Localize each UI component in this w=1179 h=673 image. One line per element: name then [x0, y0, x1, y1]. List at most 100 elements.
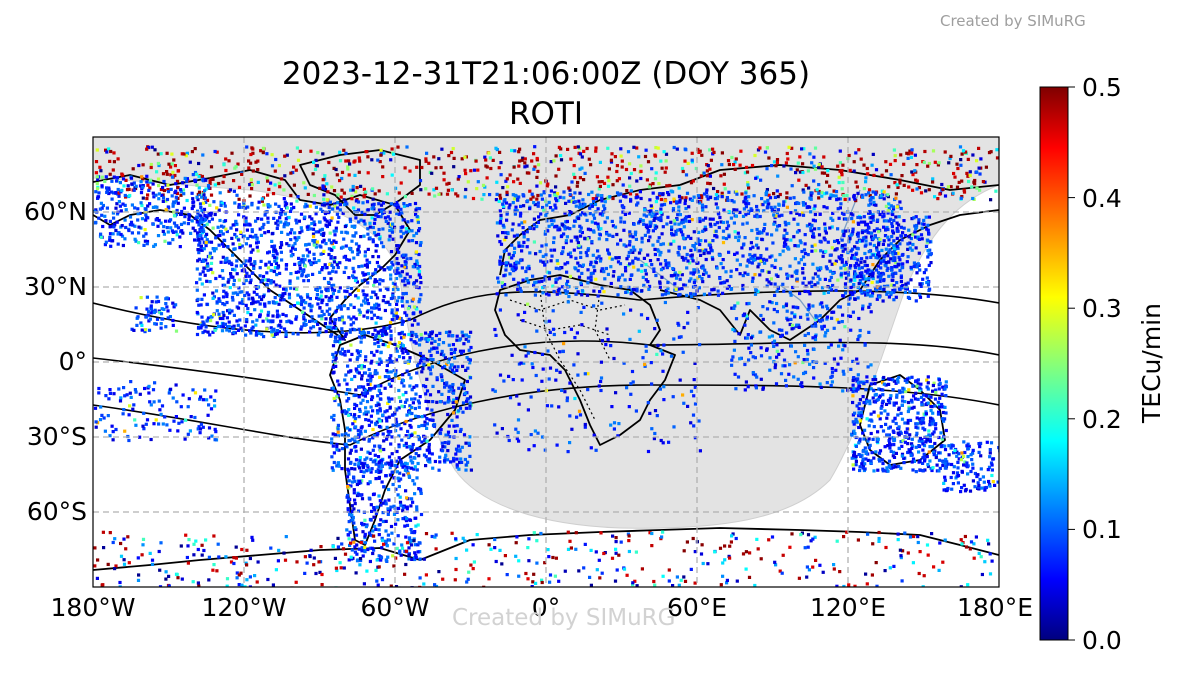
- roti-point: [417, 273, 421, 277]
- roti-point: [823, 226, 827, 230]
- roti-point: [356, 351, 360, 355]
- roti-point: [405, 496, 409, 500]
- roti-point: [611, 196, 615, 201]
- roti-point: [809, 210, 813, 214]
- roti-point: [286, 232, 290, 236]
- roti-point: [374, 233, 378, 237]
- roti-point: [941, 187, 945, 192]
- roti-point: [789, 211, 793, 215]
- roti-point: [642, 256, 646, 260]
- roti-point: [403, 422, 407, 426]
- roti-point: [708, 148, 712, 152]
- roti-point: [334, 229, 338, 233]
- roti-point: [708, 292, 712, 296]
- roti-point: [309, 309, 313, 313]
- roti-point: [327, 252, 331, 257]
- roti-point: [330, 415, 334, 419]
- roti-point: [332, 202, 337, 206]
- roti-point: [416, 220, 420, 224]
- roti-point: [342, 409, 346, 413]
- roti-point: [605, 238, 609, 242]
- roti-point: [788, 291, 792, 295]
- roti-point: [307, 259, 311, 263]
- roti-point: [619, 192, 623, 196]
- roti-point: [498, 196, 503, 200]
- roti-point: [190, 219, 194, 223]
- roti-point: [340, 188, 344, 192]
- roti-point: [250, 228, 254, 232]
- roti-point: [345, 426, 350, 430]
- roti-point: [439, 373, 443, 377]
- roti-point: [226, 309, 230, 313]
- roti-point: [964, 150, 968, 154]
- roti-point: [388, 406, 392, 410]
- roti-point: [767, 193, 771, 197]
- roti-point: [832, 189, 836, 193]
- roti-point: [362, 391, 366, 395]
- roti-point: [136, 218, 140, 222]
- roti-point: [293, 231, 297, 235]
- roti-point: [431, 384, 435, 388]
- roti-point: [282, 225, 286, 229]
- roti-point: [667, 193, 671, 197]
- roti-point: [200, 220, 204, 224]
- roti-point: [109, 149, 113, 154]
- roti-point: [346, 307, 350, 311]
- roti-point: [207, 211, 211, 216]
- roti-point: [252, 264, 256, 268]
- roti-point: [523, 157, 527, 161]
- roti-point: [617, 278, 621, 282]
- roti-point: [795, 271, 799, 275]
- roti-point: [340, 433, 344, 437]
- roti-point: [391, 288, 396, 292]
- roti-point: [833, 248, 837, 252]
- roti-point: [395, 212, 399, 216]
- roti-point: [216, 324, 220, 329]
- roti-point: [130, 203, 134, 207]
- roti-point: [329, 219, 333, 223]
- roti-point: [965, 171, 969, 175]
- roti-point: [643, 154, 648, 159]
- roti-point: [397, 395, 401, 400]
- roti-point: [339, 195, 343, 199]
- roti-point: [269, 279, 273, 283]
- roti-point: [146, 193, 150, 197]
- roti-point: [225, 316, 229, 320]
- roti-point: [352, 475, 356, 479]
- roti-point: [423, 438, 427, 443]
- roti-point: [892, 284, 896, 288]
- roti-point: [323, 322, 327, 326]
- roti-point: [202, 259, 206, 263]
- roti-point: [765, 167, 769, 171]
- roti-point: [522, 240, 526, 244]
- roti-point: [306, 227, 310, 231]
- roti-point: [870, 291, 875, 295]
- roti-point: [258, 227, 262, 231]
- roti-point: [896, 185, 900, 189]
- roti-point: [200, 315, 204, 319]
- roti-point: [115, 202, 119, 206]
- roti-point: [521, 193, 525, 197]
- roti-point: [383, 343, 387, 347]
- roti-point: [413, 431, 417, 435]
- roti-point: [105, 189, 109, 193]
- roti-point: [580, 155, 584, 159]
- roti-point: [253, 260, 257, 264]
- roti-point: [857, 282, 861, 286]
- roti-point: [370, 350, 374, 355]
- roti-point: [397, 376, 401, 380]
- roti-point: [237, 278, 241, 282]
- roti-point: [574, 256, 578, 260]
- roti-point: [297, 261, 301, 265]
- roti-point: [457, 338, 462, 342]
- roti-point: [117, 191, 121, 195]
- roti-point: [376, 214, 380, 219]
- roti-point: [662, 202, 667, 207]
- roti-point: [725, 286, 729, 290]
- roti-point: [620, 273, 625, 277]
- roti-point: [153, 243, 157, 247]
- roti-point: [787, 221, 791, 226]
- roti-point: [389, 524, 394, 529]
- roti-point: [674, 229, 678, 233]
- roti-point: [366, 450, 370, 454]
